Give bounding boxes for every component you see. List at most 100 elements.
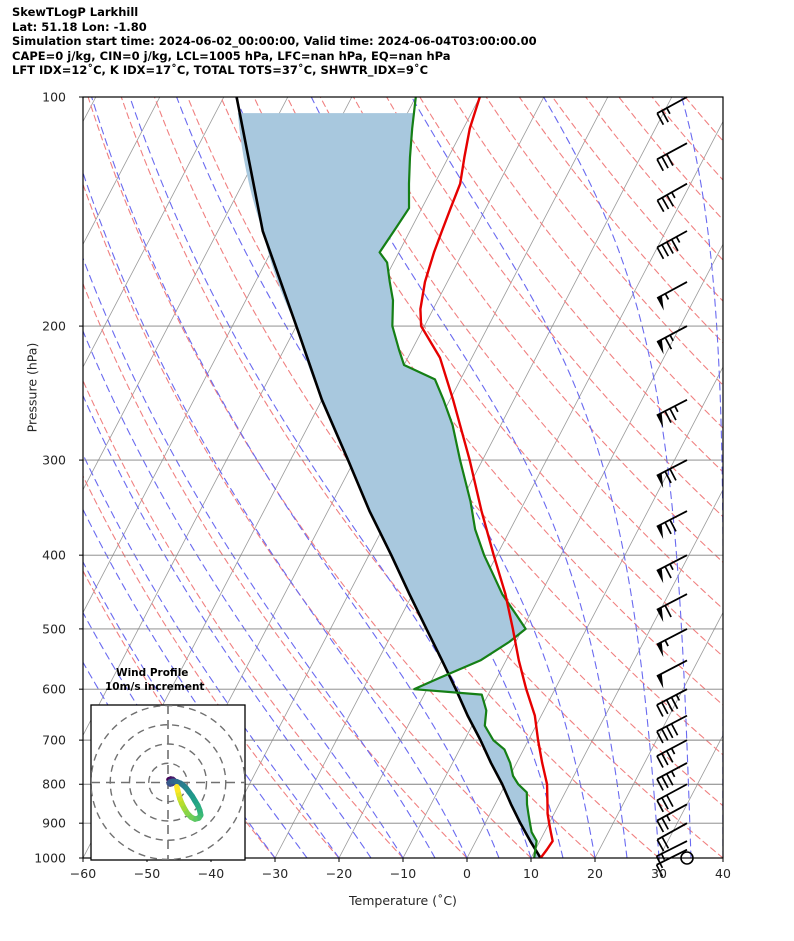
barb-full [657, 247, 663, 258]
dry-adiabat-line [420, 97, 794, 858]
isotherm-line [467, 97, 794, 858]
barb-shaft [657, 823, 687, 840]
wind-barb [657, 282, 687, 311]
wind-barb [657, 184, 687, 212]
barb-full [662, 798, 668, 809]
dry-adiabat-line [453, 97, 794, 858]
y-tick-label: 200 [6, 319, 66, 334]
wind-barb [657, 716, 687, 743]
x-tick-label: −60 [53, 866, 113, 881]
barb-half [667, 108, 670, 114]
barb-full [662, 245, 668, 256]
barb-full [667, 774, 673, 785]
x-tick-label: −20 [309, 866, 369, 881]
barb-full [667, 795, 673, 806]
y-tick-label: 900 [6, 816, 66, 831]
y-tick-label: 100 [6, 90, 66, 105]
barb-full [657, 705, 663, 717]
barb-full [670, 409, 676, 421]
dry-adiabat-line [619, 97, 794, 858]
y-tick-label: 600 [6, 682, 66, 697]
barb-full [665, 522, 671, 534]
barb-half [676, 237, 679, 243]
y-tick-label: 500 [6, 621, 66, 636]
barb-full [665, 411, 671, 423]
x-tick-label: −30 [245, 866, 305, 881]
barb-half [670, 564, 673, 570]
x-tick-label: 20 [565, 866, 625, 881]
moist-adiabat-line [755, 97, 779, 858]
barb-full [667, 726, 673, 738]
saturation-shading [238, 113, 541, 858]
barb-full [662, 702, 668, 714]
barb-pennant [657, 642, 663, 657]
wind-barb [657, 511, 687, 539]
x-tick-label: 10 [501, 866, 561, 881]
barb-full [665, 605, 671, 617]
y-tick-label: 800 [6, 777, 66, 792]
barb-full [657, 159, 663, 170]
y-tick-label: 1000 [6, 851, 66, 866]
moist-adiabat-line [682, 97, 724, 858]
x-tick-label: −40 [181, 866, 241, 881]
y-tick-label: 400 [6, 548, 66, 563]
barb-pennant [657, 413, 663, 428]
barb-full [662, 729, 668, 741]
wind-barb [657, 143, 687, 171]
barb-full [665, 566, 671, 578]
barb-pennant [657, 568, 663, 583]
barb-full [657, 756, 663, 767]
dry-adiabat-line [685, 97, 794, 858]
wind-barb [657, 689, 687, 716]
barb-shaft [657, 282, 687, 298]
barb-full [667, 154, 673, 165]
barb-full [667, 195, 673, 206]
wind-barb [657, 231, 687, 259]
y-tick-label: 300 [6, 453, 66, 468]
barb-half [672, 748, 675, 754]
barb-half [665, 640, 668, 646]
dry-adiabat-line [519, 97, 794, 858]
barb-pennant [657, 296, 664, 311]
wind-profile-subtitle: 10m/s increment [105, 681, 204, 693]
x-tick-label: 0 [437, 866, 497, 881]
barb-half [672, 192, 675, 198]
barb-full [662, 818, 668, 829]
hodograph-trace-segment [177, 787, 178, 790]
x-tick-label: −50 [117, 866, 177, 881]
x-tick-label: 40 [693, 866, 753, 881]
barb-full [671, 697, 677, 709]
barb-pennant [657, 473, 663, 488]
barb-half [675, 406, 678, 412]
barb-half [667, 815, 670, 821]
wind-barb [657, 740, 687, 767]
barb-full [657, 200, 663, 211]
barb-full [665, 338, 671, 349]
y-axis-label: Pressure (hPa) [25, 318, 40, 458]
barb-full [667, 751, 673, 762]
isotherm-line [723, 97, 794, 858]
barb-half [662, 854, 665, 860]
dry-adiabat-line [586, 97, 794, 858]
x-axis-label: Temperature (˚C) [83, 893, 723, 908]
barb-pennant [657, 339, 664, 354]
moist-adiabat-line [787, 97, 794, 858]
wind-profile-inset [91, 705, 245, 860]
wind-barb [657, 555, 687, 583]
barb-full [657, 821, 663, 832]
barb-full [672, 724, 678, 736]
isotherm-line [787, 97, 794, 858]
wind-barb [657, 660, 687, 688]
barb-half [670, 335, 673, 341]
wind-barb [657, 400, 687, 428]
barb-pennant [657, 674, 663, 689]
x-tick-label: 30 [629, 866, 689, 881]
barb-full [662, 157, 668, 168]
y-tick-label: 700 [6, 733, 66, 748]
wind-barb [657, 326, 687, 354]
wind-profile-title: Wind Profile [116, 667, 188, 679]
barb-full [662, 776, 668, 787]
barb-pennant [657, 524, 663, 539]
